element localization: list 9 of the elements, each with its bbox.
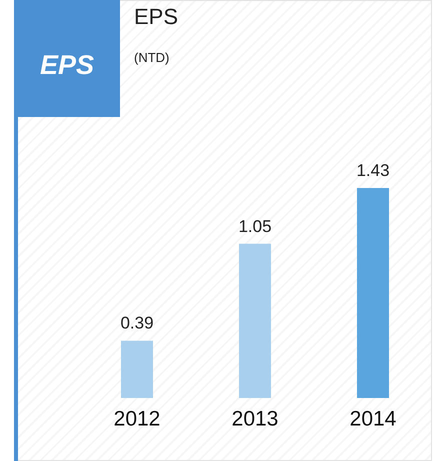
chart-subtitle: (NTD) — [134, 50, 170, 65]
chart-title: EPS — [134, 4, 178, 30]
data-label: 0.39 — [120, 314, 154, 333]
x-tick-label: 2013 — [232, 408, 278, 430]
data-label: 1.43 — [356, 161, 390, 180]
x-tick-label: 2014 — [350, 408, 397, 430]
x-tick-label: 2012 — [114, 408, 160, 430]
data-label: 1.05 — [238, 216, 272, 236]
header-block: EPS — [14, 0, 120, 117]
